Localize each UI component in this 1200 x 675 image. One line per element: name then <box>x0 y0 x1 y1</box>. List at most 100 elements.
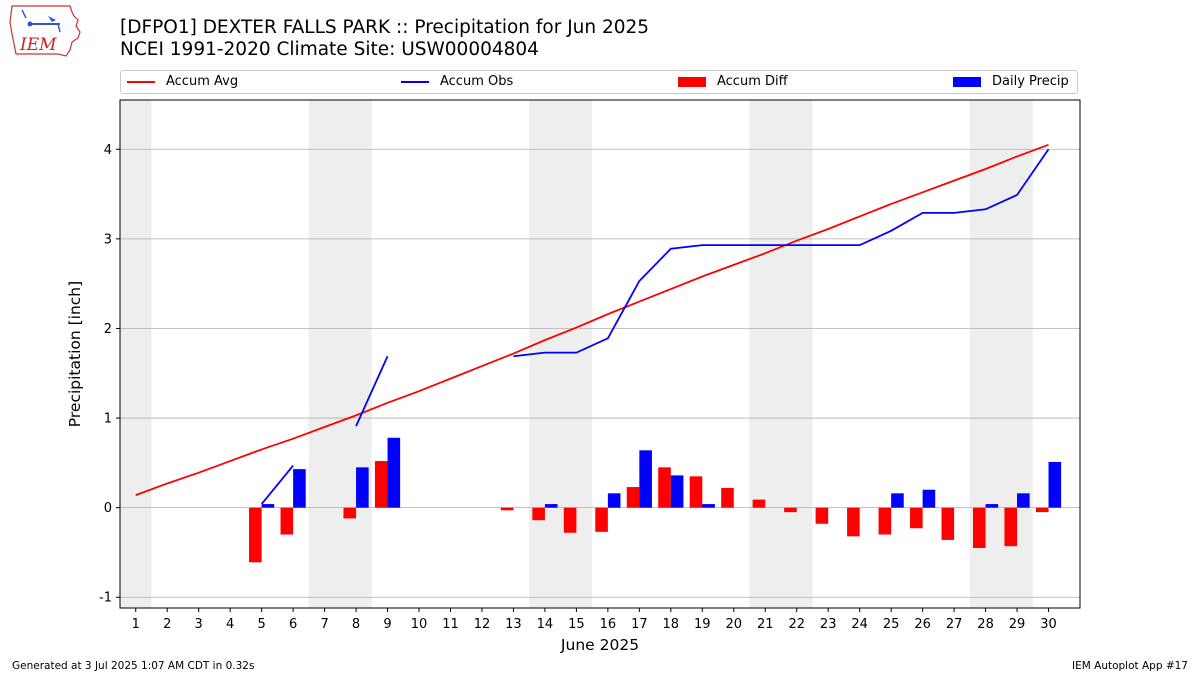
accum-diff-bar <box>343 507 357 519</box>
chart-title: [DFPO1] DEXTER FALLS PARK :: Precipitati… <box>120 17 650 38</box>
accum-diff-bar <box>280 507 294 535</box>
x-tick-label: 26 <box>914 617 931 632</box>
x-tick-label: 24 <box>851 617 868 632</box>
legend-item-daily-precip: Daily Precip <box>953 74 1069 89</box>
x-tick-label: 21 <box>757 617 774 632</box>
x-tick-label: 23 <box>820 617 837 632</box>
y-tick-label: 1 <box>104 412 112 427</box>
daily-precip-bar <box>1017 493 1030 508</box>
accum-diff-bar <box>972 507 986 548</box>
accum-diff-bar <box>847 507 860 537</box>
x-axis-label: June 2025 <box>560 636 639 654</box>
accum-diff-bar <box>910 507 923 529</box>
accum-diff-bar <box>878 507 892 535</box>
daily-precip-bar <box>922 489 936 508</box>
x-tick-label: 11 <box>442 617 459 632</box>
x-tick-label: 6 <box>289 617 297 632</box>
daily-precip-bar <box>891 493 904 508</box>
x-tick-label: 17 <box>631 617 648 632</box>
accum-diff-bar <box>374 461 388 508</box>
y-tick-label: 0 <box>104 501 112 516</box>
accum-diff-bar <box>500 507 514 511</box>
x-tick-label: 19 <box>694 617 711 632</box>
legend: Accum Avg Accum Obs Accum Diff Daily Pre… <box>120 70 1078 94</box>
accum-obs-line <box>355 355 389 427</box>
x-tick-label: 7 <box>320 617 328 632</box>
x-tick-label: 14 <box>537 617 554 632</box>
x-tick-label: 13 <box>505 617 522 632</box>
accum-diff-bar <box>784 507 797 513</box>
y-tick-label: 3 <box>104 232 112 247</box>
x-tick-label: 29 <box>1009 617 1026 632</box>
daily-precip-bar <box>356 467 369 508</box>
chart-subtitle: NCEI 1991-2020 Climate Site: USW00004804 <box>120 39 539 60</box>
x-tick-label: 28 <box>977 617 994 632</box>
plot-frame <box>119 99 1081 609</box>
accum-diff-bar <box>563 507 577 533</box>
iem-logo-text: IEM <box>19 35 57 55</box>
x-tick-label: 27 <box>946 617 963 632</box>
legend-item-accum-avg: Accum Avg <box>127 74 238 89</box>
x-tick-label: 2 <box>163 617 171 632</box>
accum-obs-line <box>513 148 1050 358</box>
daily-precip-bar <box>261 504 275 508</box>
y-axis-label: Precipitation [inch] <box>66 281 84 427</box>
legend-item-accum-diff: Accum Diff <box>678 74 788 89</box>
blue-line-swatch <box>401 80 429 83</box>
x-tick-label: 3 <box>195 617 203 632</box>
y-tick-label: 4 <box>104 143 112 158</box>
red-line-swatch <box>127 80 155 83</box>
daily-precip-bar <box>1048 461 1062 508</box>
accum-diff-bar <box>532 507 545 521</box>
blue-box-swatch <box>953 76 981 87</box>
x-tick-label: 5 <box>257 617 265 632</box>
daily-precip-bar <box>670 475 684 508</box>
x-tick-label: 16 <box>600 617 617 632</box>
accum-diff-bar <box>752 499 766 508</box>
weekend-band <box>308 100 372 608</box>
accum-obs-line <box>260 464 294 505</box>
accum-diff-bar <box>721 487 734 508</box>
accum-diff-bar <box>689 476 703 508</box>
accum-diff-bar <box>941 507 955 540</box>
legend-label: Daily Precip <box>992 74 1069 89</box>
daily-precip-bar <box>544 504 558 508</box>
iowa-outline-icon <box>9 5 81 57</box>
x-tick-label: 30 <box>1040 617 1057 632</box>
daily-precip-bar <box>293 469 306 508</box>
accum-diff-bar <box>1004 507 1018 547</box>
daily-precip-bar <box>639 450 652 508</box>
accum-diff-bar <box>595 507 608 532</box>
legend-label: Accum Obs <box>440 74 514 89</box>
x-tick-label: 1 <box>132 617 140 632</box>
legend-label: Accum Avg <box>166 74 239 89</box>
x-tick-label: 20 <box>725 617 742 632</box>
y-tick-label: 2 <box>104 322 112 337</box>
footer-app-text: IEM Autoplot App #17 <box>1072 660 1188 672</box>
x-tick-label: 15 <box>568 617 585 632</box>
daily-precip-bar <box>702 504 715 508</box>
x-tick-label: 8 <box>352 617 360 632</box>
daily-precip-bar <box>607 493 621 508</box>
daily-precip-bar <box>985 504 999 508</box>
x-tick-label: 9 <box>383 617 391 632</box>
accum-diff-bar <box>815 507 829 524</box>
legend-item-accum-obs: Accum Obs <box>401 74 513 89</box>
weekend-band <box>120 100 152 608</box>
accum-diff-bar <box>658 467 671 508</box>
daily-precip-bar <box>387 437 401 508</box>
x-tick-label: 18 <box>663 617 680 632</box>
accum-avg-line <box>135 143 1049 496</box>
legend-label: Accum Diff <box>717 74 788 89</box>
accum-diff-bar <box>249 507 262 563</box>
footer-generated-text: Generated at 3 Jul 2025 1:07 AM CDT in 0… <box>12 660 255 672</box>
red-box-swatch <box>678 76 706 87</box>
x-tick-label: 12 <box>474 617 491 632</box>
x-tick-label: 22 <box>788 617 805 632</box>
weekend-band <box>749 100 813 608</box>
accum-diff-bar <box>626 487 640 508</box>
y-tick-label: -1 <box>99 591 112 606</box>
accum-diff-bar <box>1035 507 1049 513</box>
iem-logo: IEM <box>9 5 81 57</box>
